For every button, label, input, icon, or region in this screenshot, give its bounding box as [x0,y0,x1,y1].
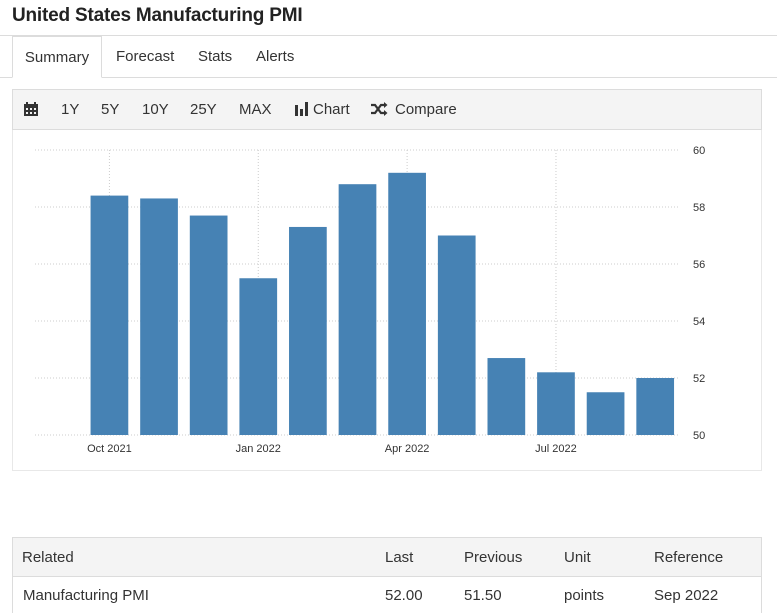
x-tick-label: Jan 2022 [236,443,281,455]
chart-button[interactable]: Chart [313,101,350,118]
range-10y-button[interactable]: 10Y [142,101,169,118]
chart-bar [636,378,675,435]
x-tick-label: Oct 2021 [87,443,132,455]
y-tick-label: 50 [693,430,705,442]
chart-bar [140,198,178,435]
chart-bar [289,226,327,435]
row-reference: Sep 2022 [654,587,719,604]
chart-bar [487,358,526,435]
header-reference: Reference [654,549,724,566]
tab-stats[interactable]: Stats [198,48,233,65]
range-25y-button[interactable]: 25Y [190,101,217,118]
chart-bar [338,184,377,435]
chart-bar [586,392,625,435]
page-title: United States Manufacturing PMI [12,5,303,26]
tab-bar: Summary Forecast Stats Alerts [0,36,777,78]
header-unit: Unit [564,549,591,566]
chart-panel: 50 52 54 56 58 60 Oct 2021 Jan 2022 Apr 2022 Jul … [12,130,762,471]
row-unit: points [564,587,605,604]
tab-forecast[interactable]: Forecast [116,48,175,65]
x-tick-label: Jul 2022 [535,443,577,455]
header-related: Related [22,549,74,566]
chart-bar [388,172,426,436]
y-tick-label: 52 [693,373,705,385]
table-row[interactable]: Manufacturing PMI 52.00 51.50 points Sep… [13,577,761,613]
y-tick-label: 54 [693,316,705,328]
calendar-icon[interactable] [23,101,39,117]
tab-summary[interactable]: Summary [12,36,102,78]
row-previous: 51.50 [464,587,502,604]
y-tick-label: 56 [693,259,705,271]
pmi-bar-chart: 50 52 54 56 58 60 Oct 2021 Jan 2022 Apr 2022 Jul … [35,145,705,455]
chart-toolbar: 1Y 5Y 10Y 25Y MAX Chart Compare [12,89,762,130]
y-tick-label: 60 [693,145,705,157]
chart-bar [90,195,129,435]
header-last: Last [385,549,414,566]
row-related-link[interactable]: Manufacturing PMI [23,587,149,604]
y-tick-label: 58 [693,202,705,214]
x-tick-label: Apr 2022 [385,443,430,455]
range-5y-button[interactable]: 5Y [101,101,120,118]
header-previous: Previous [464,549,523,566]
tabs-divider [0,77,777,78]
chart-bar [437,235,476,435]
chart-bar [537,372,575,435]
bar-chart-icon [295,102,308,116]
row-last: 52.00 [385,587,423,604]
table-header: Related Last Previous Unit Reference [13,538,761,577]
chart-bar [239,278,278,435]
range-max-button[interactable]: MAX [239,101,272,118]
shuffle-icon [371,102,388,116]
compare-button[interactable]: Compare [395,101,457,118]
chart-bar [189,215,228,435]
title-divider [0,35,777,36]
range-1y-button[interactable]: 1Y [61,101,80,118]
related-table: Related Last Previous Unit Reference Man… [12,537,762,613]
tab-alerts[interactable]: Alerts [256,48,295,65]
